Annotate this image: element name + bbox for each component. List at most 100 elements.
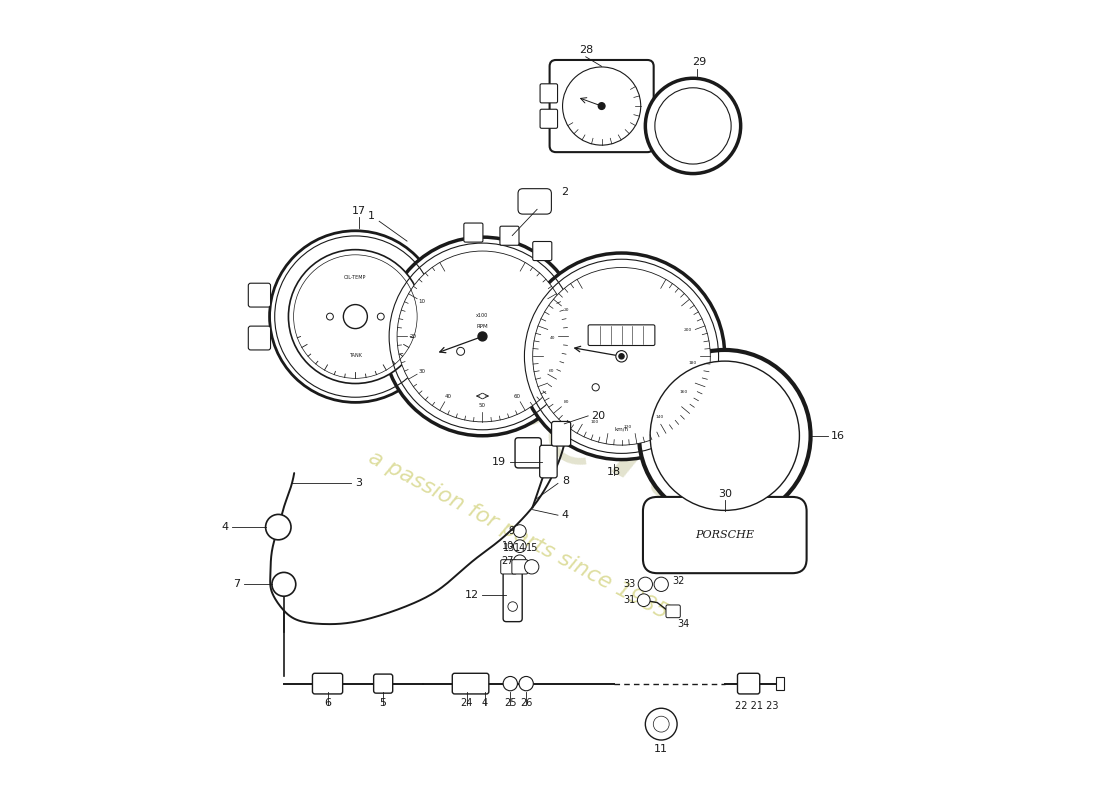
Circle shape xyxy=(619,354,624,359)
Text: 12: 12 xyxy=(464,590,478,601)
Circle shape xyxy=(639,350,811,522)
Circle shape xyxy=(616,350,627,362)
FancyBboxPatch shape xyxy=(515,438,541,468)
Text: 8: 8 xyxy=(562,476,569,486)
Text: 40: 40 xyxy=(550,336,556,340)
Circle shape xyxy=(514,555,526,568)
Circle shape xyxy=(650,361,800,510)
Text: OIL-TEMP: OIL-TEMP xyxy=(344,275,366,281)
Text: 10: 10 xyxy=(502,541,515,551)
Text: 28: 28 xyxy=(579,46,593,55)
Text: TANK: TANK xyxy=(349,353,362,358)
Circle shape xyxy=(343,305,367,329)
Text: 80: 80 xyxy=(564,400,570,404)
Circle shape xyxy=(270,230,441,402)
Text: 40: 40 xyxy=(444,394,451,399)
FancyBboxPatch shape xyxy=(551,422,571,446)
Text: 34: 34 xyxy=(678,619,690,630)
Text: 31: 31 xyxy=(624,595,636,605)
FancyBboxPatch shape xyxy=(518,189,551,214)
Text: RPM: RPM xyxy=(476,325,488,330)
Text: 16: 16 xyxy=(830,430,845,441)
Circle shape xyxy=(525,560,539,574)
Text: 120: 120 xyxy=(624,426,631,430)
FancyBboxPatch shape xyxy=(503,570,522,622)
FancyBboxPatch shape xyxy=(499,355,526,382)
Text: 140: 140 xyxy=(656,414,663,418)
Circle shape xyxy=(562,67,640,145)
Text: 20: 20 xyxy=(592,411,605,421)
Circle shape xyxy=(646,708,678,740)
Text: 15: 15 xyxy=(526,543,538,554)
FancyBboxPatch shape xyxy=(452,674,488,694)
Text: 60: 60 xyxy=(514,394,520,399)
Text: 20: 20 xyxy=(409,334,417,339)
Bar xyxy=(777,678,784,690)
Text: 13: 13 xyxy=(503,543,515,554)
Text: 7: 7 xyxy=(233,579,240,590)
Text: 2: 2 xyxy=(561,187,569,198)
Text: 9: 9 xyxy=(508,526,515,536)
Text: 4: 4 xyxy=(562,510,569,520)
Text: 19: 19 xyxy=(492,457,506,467)
Text: 20: 20 xyxy=(564,309,570,313)
Text: 6: 6 xyxy=(324,698,331,708)
Circle shape xyxy=(519,677,534,690)
Circle shape xyxy=(654,577,669,591)
Circle shape xyxy=(288,250,422,383)
Circle shape xyxy=(637,594,650,606)
Circle shape xyxy=(265,514,292,540)
FancyBboxPatch shape xyxy=(666,605,680,618)
Text: 29: 29 xyxy=(692,57,706,67)
FancyBboxPatch shape xyxy=(581,306,603,330)
Circle shape xyxy=(503,677,517,690)
Circle shape xyxy=(654,88,732,164)
Text: 33: 33 xyxy=(624,579,636,590)
FancyBboxPatch shape xyxy=(500,560,517,574)
Text: 100: 100 xyxy=(591,420,598,424)
Text: 25: 25 xyxy=(504,698,517,708)
FancyBboxPatch shape xyxy=(374,674,393,693)
Text: 22 21 23: 22 21 23 xyxy=(735,702,779,711)
Circle shape xyxy=(508,602,517,611)
FancyBboxPatch shape xyxy=(540,84,558,103)
Circle shape xyxy=(478,332,487,341)
Circle shape xyxy=(514,540,526,553)
FancyBboxPatch shape xyxy=(464,223,483,242)
FancyBboxPatch shape xyxy=(540,446,558,478)
FancyBboxPatch shape xyxy=(499,330,526,358)
Text: 4: 4 xyxy=(482,698,488,708)
FancyBboxPatch shape xyxy=(550,60,653,152)
Text: x100: x100 xyxy=(476,313,488,318)
Text: 3: 3 xyxy=(355,478,362,489)
Text: 26: 26 xyxy=(520,698,532,708)
Circle shape xyxy=(327,313,333,320)
Text: 30: 30 xyxy=(718,489,732,498)
FancyBboxPatch shape xyxy=(249,283,271,307)
Text: 60: 60 xyxy=(549,369,554,373)
Circle shape xyxy=(514,525,526,538)
Text: 180: 180 xyxy=(689,361,696,365)
Text: europ@rtes: europ@rtes xyxy=(312,266,788,566)
Text: 17: 17 xyxy=(352,206,366,217)
Text: 50: 50 xyxy=(478,403,486,409)
Text: 14: 14 xyxy=(514,543,526,554)
Circle shape xyxy=(592,384,600,391)
FancyBboxPatch shape xyxy=(642,497,806,573)
Text: 160: 160 xyxy=(679,390,688,394)
Text: 30: 30 xyxy=(419,369,426,374)
Circle shape xyxy=(532,267,711,445)
Circle shape xyxy=(377,313,384,320)
Text: 32: 32 xyxy=(672,576,684,586)
Text: 10: 10 xyxy=(419,299,426,304)
FancyBboxPatch shape xyxy=(540,110,558,128)
Circle shape xyxy=(383,237,582,436)
FancyBboxPatch shape xyxy=(499,226,519,246)
Text: 18: 18 xyxy=(606,467,620,477)
Circle shape xyxy=(456,347,464,355)
Text: 27: 27 xyxy=(502,556,515,566)
Text: 1: 1 xyxy=(367,211,375,222)
FancyBboxPatch shape xyxy=(581,342,603,366)
Circle shape xyxy=(646,78,740,174)
Text: 11: 11 xyxy=(654,744,668,754)
